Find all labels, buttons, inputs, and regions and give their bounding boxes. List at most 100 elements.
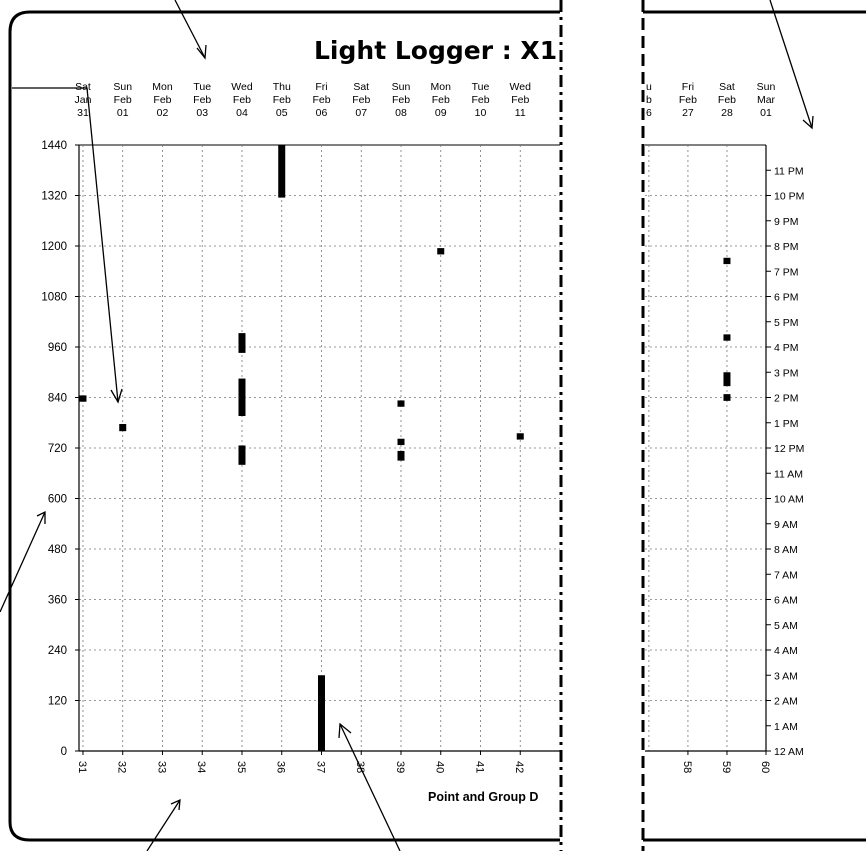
grid-right — [645, 144, 766, 751]
panel-gap — [563, 0, 641, 851]
x-tick-label: 33 — [155, 761, 167, 773]
time-tick-label: 6 AM — [774, 595, 798, 607]
x-tick-label: 32 — [116, 761, 128, 773]
light-segment — [723, 257, 731, 265]
light-segment — [437, 248, 445, 255]
arrow-y-axis — [0, 511, 46, 613]
date-label-month: Feb — [312, 94, 330, 106]
right-panel-border — [643, 10, 866, 842]
date-label-date: 27 — [682, 107, 694, 119]
time-tick-label: 2 PM — [774, 393, 799, 405]
date-label-date: 28 — [721, 107, 733, 119]
axes — [75, 144, 771, 755]
time-tick-label: 12 PM — [774, 443, 804, 455]
x-tick-label: 58 — [681, 761, 693, 773]
date-label-date: 01 — [117, 107, 129, 119]
date-label-month: Mar — [757, 94, 776, 106]
date-label-month: Feb — [432, 94, 450, 106]
light-segment — [79, 395, 87, 402]
time-tick-label: 12 AM — [774, 746, 804, 758]
date-label-day: Sun — [113, 81, 132, 93]
date-label-month: Feb — [392, 94, 410, 106]
date-label-day: Tue — [193, 81, 211, 93]
chart-title: Light Logger : X1 — [314, 36, 557, 65]
time-tick-label: 4 AM — [774, 645, 798, 657]
y-tick-label: 480 — [48, 544, 67, 556]
light-segment — [317, 675, 325, 751]
light-segment — [723, 394, 731, 401]
x-tick-label: 41 — [473, 761, 485, 773]
time-tick-label: 10 PM — [774, 191, 804, 203]
time-tick-label: 11 PM — [774, 165, 804, 177]
annotation-arrows — [0, 0, 813, 852]
time-tick-label: 11 AM — [774, 468, 803, 480]
date-label-day: Mon — [152, 81, 173, 93]
y-tick-label: 960 — [48, 342, 67, 354]
date-label-date: 02 — [157, 107, 169, 119]
light-segment — [723, 372, 731, 387]
axis-labels: 0 120 240 360 480 600 720 840 960 1080 1200 1320 144… — [41, 81, 804, 773]
date-label-day: Sun — [392, 81, 411, 93]
date-label-month: Feb — [233, 94, 251, 106]
light-segment — [238, 333, 246, 353]
date-label-date: 07 — [355, 107, 367, 119]
date-label-month: Feb — [273, 94, 291, 106]
light-segment — [397, 450, 405, 461]
y-tick-label: 720 — [48, 443, 67, 455]
date-label-month: Feb — [114, 94, 132, 106]
x-tick-label: 60 — [759, 761, 771, 773]
date-label-day: Wed — [510, 81, 532, 93]
date-label-day: Fri — [682, 81, 694, 93]
date-label-date: 01 — [760, 107, 772, 119]
time-tick-label: 3 PM — [774, 367, 799, 379]
x-tick-label: 40 — [434, 761, 446, 773]
date-label-day: Wed — [231, 81, 253, 93]
time-tick-label: 8 PM — [774, 241, 799, 253]
date-label-day: Sun — [757, 81, 776, 93]
x-tick-label: 35 — [235, 761, 247, 773]
date-label-date: 06 — [316, 107, 328, 119]
date-label-month: Feb — [679, 94, 697, 106]
x-tick-label: 39 — [394, 761, 406, 773]
time-tick-label: 5 AM — [774, 620, 798, 632]
time-tick-label: 7 PM — [774, 266, 799, 278]
light-segment — [238, 378, 246, 417]
date-label-day: Fri — [315, 81, 327, 93]
date-label-date: 04 — [236, 107, 248, 119]
date-label-date: 6 — [646, 107, 652, 119]
date-label-month: Feb — [352, 94, 370, 106]
x-tick-label: 34 — [195, 761, 207, 773]
date-label-day: Tue — [472, 81, 490, 93]
time-tick-label: 3 AM — [774, 670, 798, 682]
time-tick-label: 9 PM — [774, 216, 799, 228]
time-tick-label: 1 PM — [774, 418, 799, 430]
y-tick-label: 1320 — [41, 191, 67, 203]
time-tick-label: 2 AM — [774, 696, 798, 708]
y-tick-label: 1080 — [41, 292, 67, 304]
y-tick-label: 360 — [48, 595, 67, 607]
date-label-day: Thu — [273, 81, 291, 93]
time-tick-label: 1 AM — [774, 721, 798, 733]
date-label-month: Feb — [511, 94, 529, 106]
date-label-date: 11 — [515, 107, 526, 119]
time-tick-label: 10 AM — [774, 494, 804, 506]
light-segment — [723, 334, 731, 341]
time-tick-label: 6 PM — [774, 292, 799, 304]
date-label-month: Feb — [471, 94, 489, 106]
time-tick-label: 5 PM — [774, 317, 799, 329]
arrow-bar — [339, 723, 401, 852]
y-tick-label: 240 — [48, 645, 67, 657]
date-label-date: 03 — [196, 107, 208, 119]
date-label-date: 05 — [276, 107, 288, 119]
x-tick-label: 36 — [275, 761, 287, 773]
x-tick-label: 37 — [314, 761, 326, 773]
time-tick-label: 4 PM — [774, 342, 799, 354]
date-label-date: 09 — [435, 107, 447, 119]
date-label-day: u — [646, 81, 652, 93]
y-tick-label: 1440 — [41, 140, 67, 152]
light-segment — [119, 424, 127, 432]
left-panel-border — [8, 10, 560, 842]
y-tick-label: 1200 — [41, 241, 67, 253]
date-label-date: 08 — [395, 107, 407, 119]
